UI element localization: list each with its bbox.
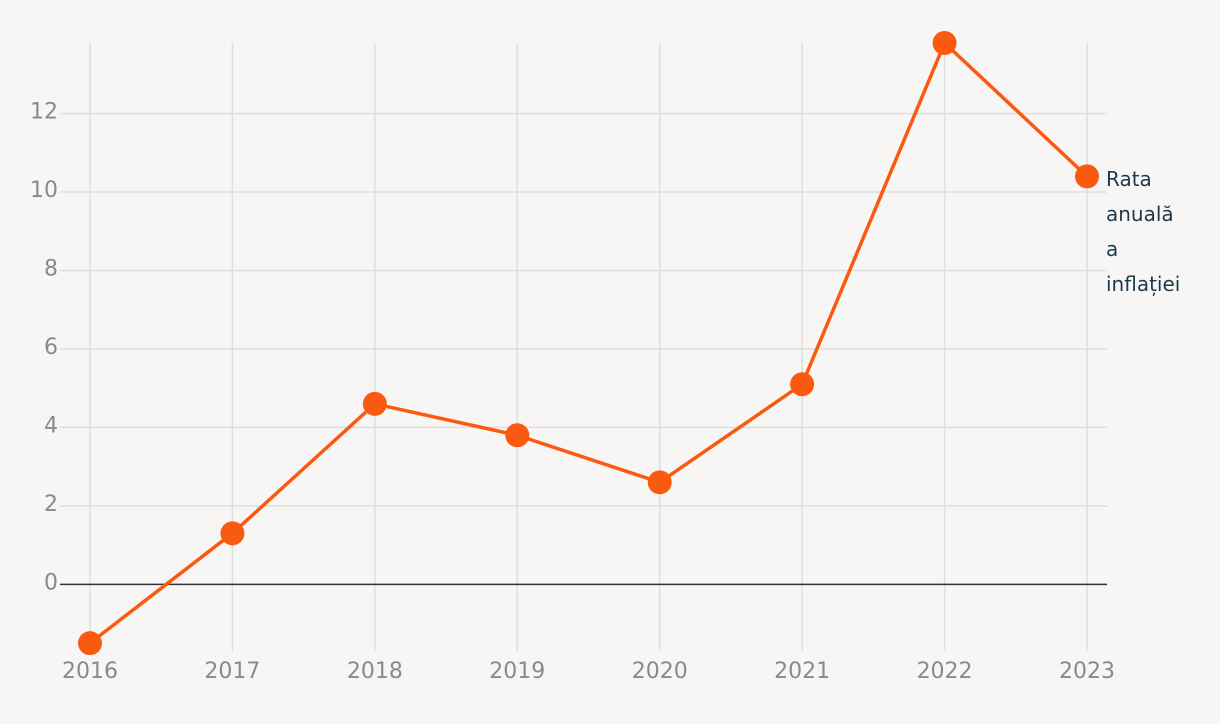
data-point xyxy=(220,521,245,546)
x-tick-label: 2019 xyxy=(489,659,545,684)
data-point xyxy=(362,391,387,416)
y-tick-label: 6 xyxy=(44,335,58,360)
y-tick-label: 2 xyxy=(44,492,58,517)
data-point xyxy=(790,372,815,397)
x-tick-label: 2020 xyxy=(632,659,688,684)
data-point xyxy=(647,470,672,495)
x-tick-label: 2023 xyxy=(1059,659,1115,684)
data-point xyxy=(932,31,957,55)
y-tick-label: 4 xyxy=(44,413,58,438)
y-tick-label: 12 xyxy=(30,100,58,125)
data-point xyxy=(505,423,530,448)
y-tick-label: 8 xyxy=(44,257,58,282)
series-label: Rata anuală a inflației xyxy=(1106,167,1181,296)
data-point xyxy=(78,631,102,656)
x-tick-label: 2016 xyxy=(62,659,118,684)
x-tick-label: 2018 xyxy=(347,659,403,684)
y-tick-label: 0 xyxy=(44,570,58,595)
x-tick-label: 2021 xyxy=(774,659,830,684)
y-tick-label: 10 xyxy=(30,178,58,203)
series-line xyxy=(88,39,1089,645)
x-tick-label: 2022 xyxy=(917,659,973,684)
data-point xyxy=(1075,164,1099,189)
x-tick-label: 2017 xyxy=(204,659,260,684)
